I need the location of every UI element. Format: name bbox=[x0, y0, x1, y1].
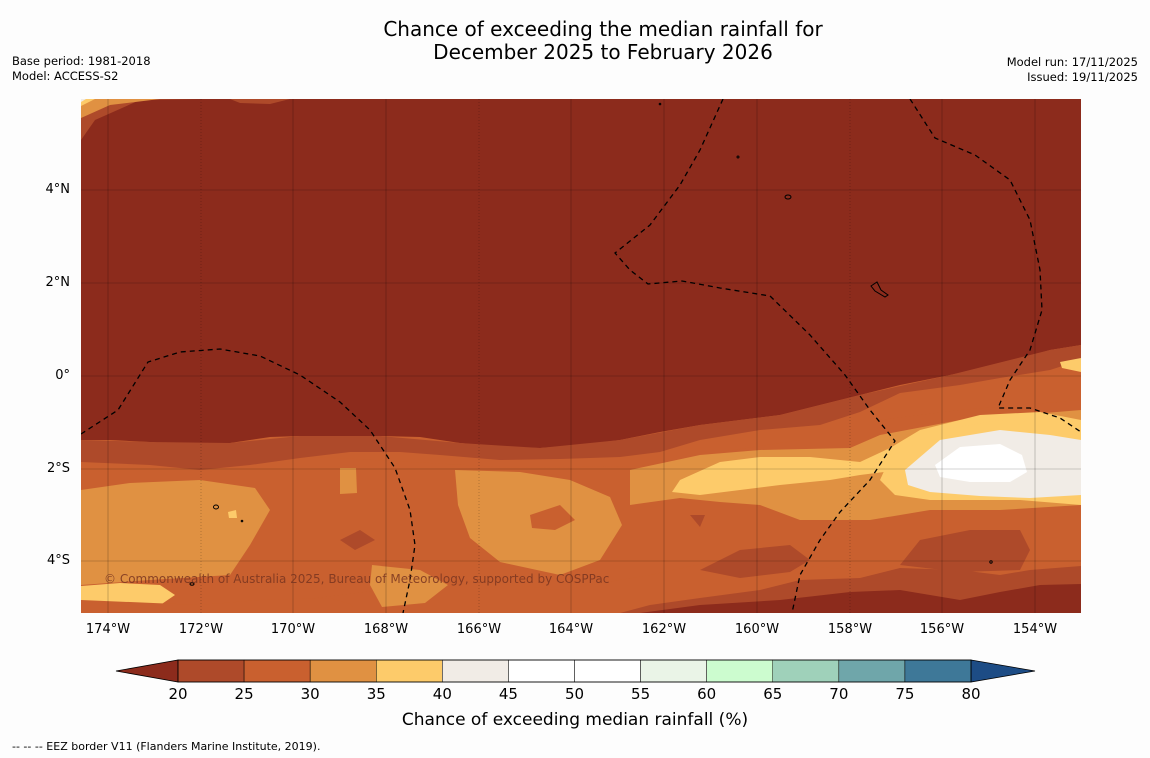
colorbar-segment bbox=[904, 659, 972, 683]
lat-label-2n: 2°N bbox=[45, 275, 71, 290]
colorbar-tick-label: 55 bbox=[631, 685, 651, 703]
model-run-date: Model run: 17/11/2025 bbox=[1006, 55, 1138, 69]
lon-label-174w: 174°W bbox=[85, 622, 131, 637]
colorbar-segment bbox=[376, 659, 443, 683]
model-info: Base period: 1981-2018 Model: ACCESS-S2 bbox=[12, 54, 151, 84]
colorbar-tick-label: 40 bbox=[432, 685, 452, 703]
model-name: Model: ACCESS-S2 bbox=[12, 69, 119, 83]
rainfall-probability-field bbox=[81, 99, 1081, 613]
lon-label-156w: 156°W bbox=[919, 622, 965, 637]
colorbar-tick-label: 70 bbox=[829, 685, 849, 703]
colorbar-segment bbox=[309, 659, 377, 683]
title-line-2: December 2025 to February 2026 bbox=[433, 40, 773, 64]
lat-label-4n: 4°N bbox=[45, 182, 71, 197]
area-below-20 bbox=[640, 584, 1081, 613]
lon-label-154w: 154°W bbox=[1012, 622, 1058, 637]
eez-border bbox=[81, 99, 1081, 613]
lat-label-4s: 4°S bbox=[46, 553, 70, 568]
area-30-35 bbox=[340, 468, 357, 494]
colorbar-segment bbox=[442, 659, 509, 683]
area-45-55 bbox=[935, 444, 1027, 482]
lon-label-172w: 172°W bbox=[178, 622, 224, 637]
colorbar-title: Chance of exceeding median rainfall (%) bbox=[401, 710, 749, 730]
colorbar-tick-label: 65 bbox=[763, 685, 783, 703]
graticule bbox=[81, 99, 1081, 613]
colorbar-tick-label: 50 bbox=[564, 685, 585, 703]
colorbar-segment bbox=[508, 659, 575, 683]
lat-label-2s: 2°S bbox=[46, 461, 70, 476]
colorbar-segment bbox=[574, 659, 641, 683]
area-30-35 bbox=[81, 480, 270, 585]
colorbar-segment bbox=[772, 659, 840, 683]
colorbar-tick-label: 60 bbox=[697, 685, 717, 703]
eez-footnote: -- -- -- EEZ border V11 (Flanders Marine… bbox=[12, 740, 321, 753]
copyright-notice: © Commonwealth of Australia 2025, Bureau… bbox=[104, 572, 610, 586]
colorbar-segment bbox=[177, 659, 245, 683]
title-line-1: Chance of exceeding the median rainfall … bbox=[383, 17, 823, 41]
colorbar-segment bbox=[838, 659, 906, 683]
colorbar-segment bbox=[706, 659, 774, 683]
colorbar-frame bbox=[177, 659, 972, 683]
run-info: Model run: 17/11/2025 Issued: 19/11/2025 bbox=[1007, 55, 1138, 85]
issued-date: Issued: 19/11/2025 bbox=[1027, 70, 1138, 84]
colorbar-tick-label: 75 bbox=[895, 685, 915, 703]
colorbar-tick-label: 20 bbox=[168, 685, 188, 703]
colorbar-tick-label: 25 bbox=[234, 685, 254, 703]
colorbar-tick-label: 80 bbox=[961, 685, 981, 703]
lat-label-0: 0° bbox=[55, 368, 70, 383]
colorbar-tick-label: 45 bbox=[498, 685, 518, 703]
lon-label-168w: 168°W bbox=[363, 622, 409, 637]
lon-label-164w: 164°W bbox=[548, 622, 594, 637]
area-below-20 bbox=[81, 99, 1081, 448]
colorbar-low-extension bbox=[115, 659, 179, 683]
islands bbox=[189, 102, 993, 586]
base-period: Base period: 1981-2018 bbox=[12, 54, 151, 68]
colorbar-high-extension bbox=[970, 659, 1036, 683]
colorbar-tick-label: 30 bbox=[300, 685, 320, 703]
colorbar-segment bbox=[640, 659, 707, 683]
colorbar-tick-label: 35 bbox=[366, 685, 386, 703]
lon-label-162w: 162°W bbox=[641, 622, 687, 637]
lon-label-160w: 160°W bbox=[734, 622, 780, 637]
lon-label-158w: 158°W bbox=[827, 622, 873, 637]
colorbar-segment bbox=[243, 659, 311, 683]
colorbar bbox=[115, 659, 1036, 683]
lon-label-166w: 166°W bbox=[456, 622, 502, 637]
lon-label-170w: 170°W bbox=[270, 622, 316, 637]
map-title: Chance of exceeding the median rainfall … bbox=[0, 18, 1150, 64]
